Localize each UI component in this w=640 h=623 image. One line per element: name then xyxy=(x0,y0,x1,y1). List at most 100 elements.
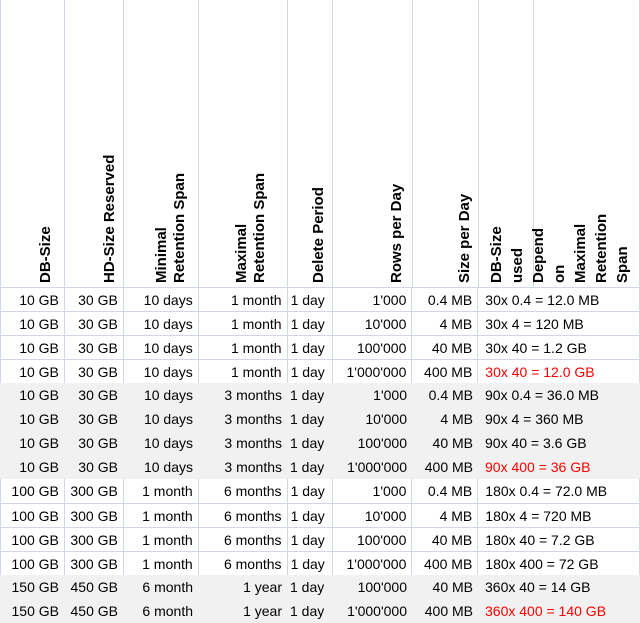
table-cell[interactable]: 10 GB xyxy=(19,411,59,427)
table-cell[interactable]: 90x 40 = 3.6 GB xyxy=(485,435,587,451)
table-cell[interactable]: 90x 0.4 = 36.0 MB xyxy=(485,387,600,403)
table-cell[interactable]: 30x 4 = 120 MB xyxy=(478,312,640,335)
table-cell[interactable]: 150 GB xyxy=(11,603,59,619)
table-cell[interactable]: 450 GB xyxy=(70,579,118,595)
table-cell[interactable]: 1 month xyxy=(199,360,288,383)
table-cell[interactable]: 40 MB xyxy=(432,579,473,595)
table-cell[interactable]: 40 MB xyxy=(412,528,479,551)
table-cell[interactable]: 10 days xyxy=(143,459,193,475)
table-cell[interactable]: 1 month xyxy=(124,479,199,503)
table-cell[interactable]: 10 days xyxy=(124,360,199,383)
table-cell[interactable]: 3 months xyxy=(224,459,282,475)
table-cell[interactable]: 10 days xyxy=(124,312,199,335)
table-cell[interactable]: 1'000 xyxy=(333,288,413,311)
table-cell[interactable]: 400 MB xyxy=(424,603,473,619)
table-cell[interactable]: 1 day xyxy=(290,603,325,619)
table-cell[interactable]: 10 days xyxy=(143,387,193,403)
table-cell[interactable]: 400 MB xyxy=(424,459,473,475)
column-header-maximal-retention-span[interactable]: Maximal Retention Span xyxy=(233,172,268,283)
table-cell[interactable]: 1 year xyxy=(243,603,282,619)
table-cell[interactable]: 30 GB xyxy=(65,312,124,335)
table-cell[interactable]: 10 GB xyxy=(19,387,59,403)
table-cell[interactable]: 30x 40 = 1.2 GB xyxy=(478,336,640,359)
column-header-rows-per-day[interactable]: Rows per Day xyxy=(388,183,405,283)
table-cell[interactable]: 400 MB xyxy=(412,360,479,383)
table-cell[interactable]: 6 month xyxy=(142,603,193,619)
table-cell[interactable]: 3 months xyxy=(224,411,282,427)
table-cell[interactable]: 180x 400 = 72 GB xyxy=(478,552,640,575)
table-cell[interactable]: 1'000'000 xyxy=(347,459,407,475)
column-header-db-size-used[interactable]: DB-Size used Depend on Maximal Retention… xyxy=(488,213,631,283)
table-cell[interactable]: 1 day xyxy=(288,288,333,311)
table-cell[interactable]: 1 day xyxy=(290,435,325,451)
table-cell[interactable]: 1 day xyxy=(288,336,333,359)
table-cell[interactable]: 100'000 xyxy=(333,336,413,359)
table-cell[interactable]: 1 day xyxy=(288,360,333,383)
table-cell[interactable]: 400 MB xyxy=(412,552,479,575)
table-cell[interactable]: 3 months xyxy=(224,387,282,403)
table-cell[interactable]: 10 GB xyxy=(1,288,65,311)
table-cell[interactable]: 1'000'000 xyxy=(333,360,413,383)
table-cell[interactable]: 90x 400 = 36 GB xyxy=(485,459,591,475)
table-cell[interactable]: 1'000 xyxy=(333,479,413,503)
table-cell[interactable]: 30 GB xyxy=(78,387,118,403)
column-header-size-per-day[interactable]: Size per Day xyxy=(456,193,473,283)
table-cell[interactable]: 1 month xyxy=(124,552,199,575)
table-cell[interactable]: 0.4 MB xyxy=(412,288,479,311)
table-cell[interactable]: 10 days xyxy=(124,288,199,311)
table-cell[interactable]: 10'000 xyxy=(365,411,407,427)
table-cell[interactable]: 1 month xyxy=(199,336,288,359)
table-cell[interactable]: 30x 0.4 = 12.0 MB xyxy=(478,288,640,311)
table-cell[interactable]: 10 GB xyxy=(19,435,59,451)
table-cell[interactable]: 1 day xyxy=(290,387,325,403)
table-cell[interactable]: 10 GB xyxy=(19,459,59,475)
table-cell[interactable]: 1 day xyxy=(288,312,333,335)
table-cell[interactable]: 180x 40 = 7.2 GB xyxy=(478,528,640,551)
table-cell[interactable]: 450 GB xyxy=(70,603,118,619)
table-cell[interactable]: 30 GB xyxy=(78,435,118,451)
table-cell[interactable]: 30x 40 = 12.0 GB xyxy=(478,360,640,383)
table-cell[interactable]: 360x 40 = 14 GB xyxy=(485,579,591,595)
table-cell[interactable]: 30 GB xyxy=(65,336,124,359)
table-cell[interactable]: 30 GB xyxy=(78,459,118,475)
table-cell[interactable]: 100'000 xyxy=(333,528,413,551)
table-cell[interactable]: 6 months xyxy=(199,504,288,527)
table-cell[interactable]: 10'000 xyxy=(333,504,413,527)
table-cell[interactable]: 360x 400 = 140 GB xyxy=(485,603,607,619)
table-cell[interactable]: 30 GB xyxy=(78,411,118,427)
table-cell[interactable]: 100 GB xyxy=(1,504,65,527)
table-cell[interactable]: 6 months xyxy=(199,552,288,575)
table-cell[interactable]: 6 months xyxy=(199,528,288,551)
table-cell[interactable]: 10 GB xyxy=(1,336,65,359)
table-cell[interactable]: 4 MB xyxy=(412,312,479,335)
table-cell[interactable]: 1 month xyxy=(199,312,288,335)
table-cell[interactable]: 1 day xyxy=(290,411,325,427)
table-cell[interactable]: 1 month xyxy=(124,504,199,527)
table-cell[interactable]: 10 GB xyxy=(1,312,65,335)
table-cell[interactable]: 180x 0.4 = 72.0 MB xyxy=(478,479,640,503)
column-header-db-size[interactable]: DB-Size xyxy=(37,226,54,283)
table-cell[interactable]: 100'000 xyxy=(357,435,407,451)
table-cell[interactable]: 1'000 xyxy=(373,387,407,403)
table-cell[interactable]: 100'000 xyxy=(357,579,407,595)
table-cell[interactable]: 100 GB xyxy=(1,528,65,551)
table-cell[interactable]: 300 GB xyxy=(65,479,124,503)
table-cell[interactable]: 1 day xyxy=(288,504,333,527)
table-cell[interactable]: 10'000 xyxy=(333,312,413,335)
table-cell[interactable]: 100 GB xyxy=(1,552,65,575)
table-cell[interactable]: 1 day xyxy=(288,479,333,503)
table-cell[interactable]: 30 GB xyxy=(65,360,124,383)
table-cell[interactable]: 1 day xyxy=(288,552,333,575)
table-cell[interactable]: 3 months xyxy=(224,435,282,451)
table-cell[interactable]: 10 days xyxy=(143,411,193,427)
table-cell[interactable]: 4 MB xyxy=(412,504,479,527)
table-cell[interactable]: 0.4 MB xyxy=(412,479,479,503)
table-cell[interactable]: 180x 4 = 720 MB xyxy=(478,504,640,527)
table-cell[interactable]: 1'000'000 xyxy=(333,552,413,575)
table-cell[interactable]: 0.4 MB xyxy=(428,387,473,403)
table-cell[interactable]: 1 day xyxy=(288,528,333,551)
table-cell[interactable]: 40 MB xyxy=(412,336,479,359)
table-cell[interactable]: 300 GB xyxy=(65,552,124,575)
column-header-hd-size-reserved[interactable]: HD-Size Reserved xyxy=(101,154,118,283)
table-cell[interactable]: 150 GB xyxy=(11,579,59,595)
